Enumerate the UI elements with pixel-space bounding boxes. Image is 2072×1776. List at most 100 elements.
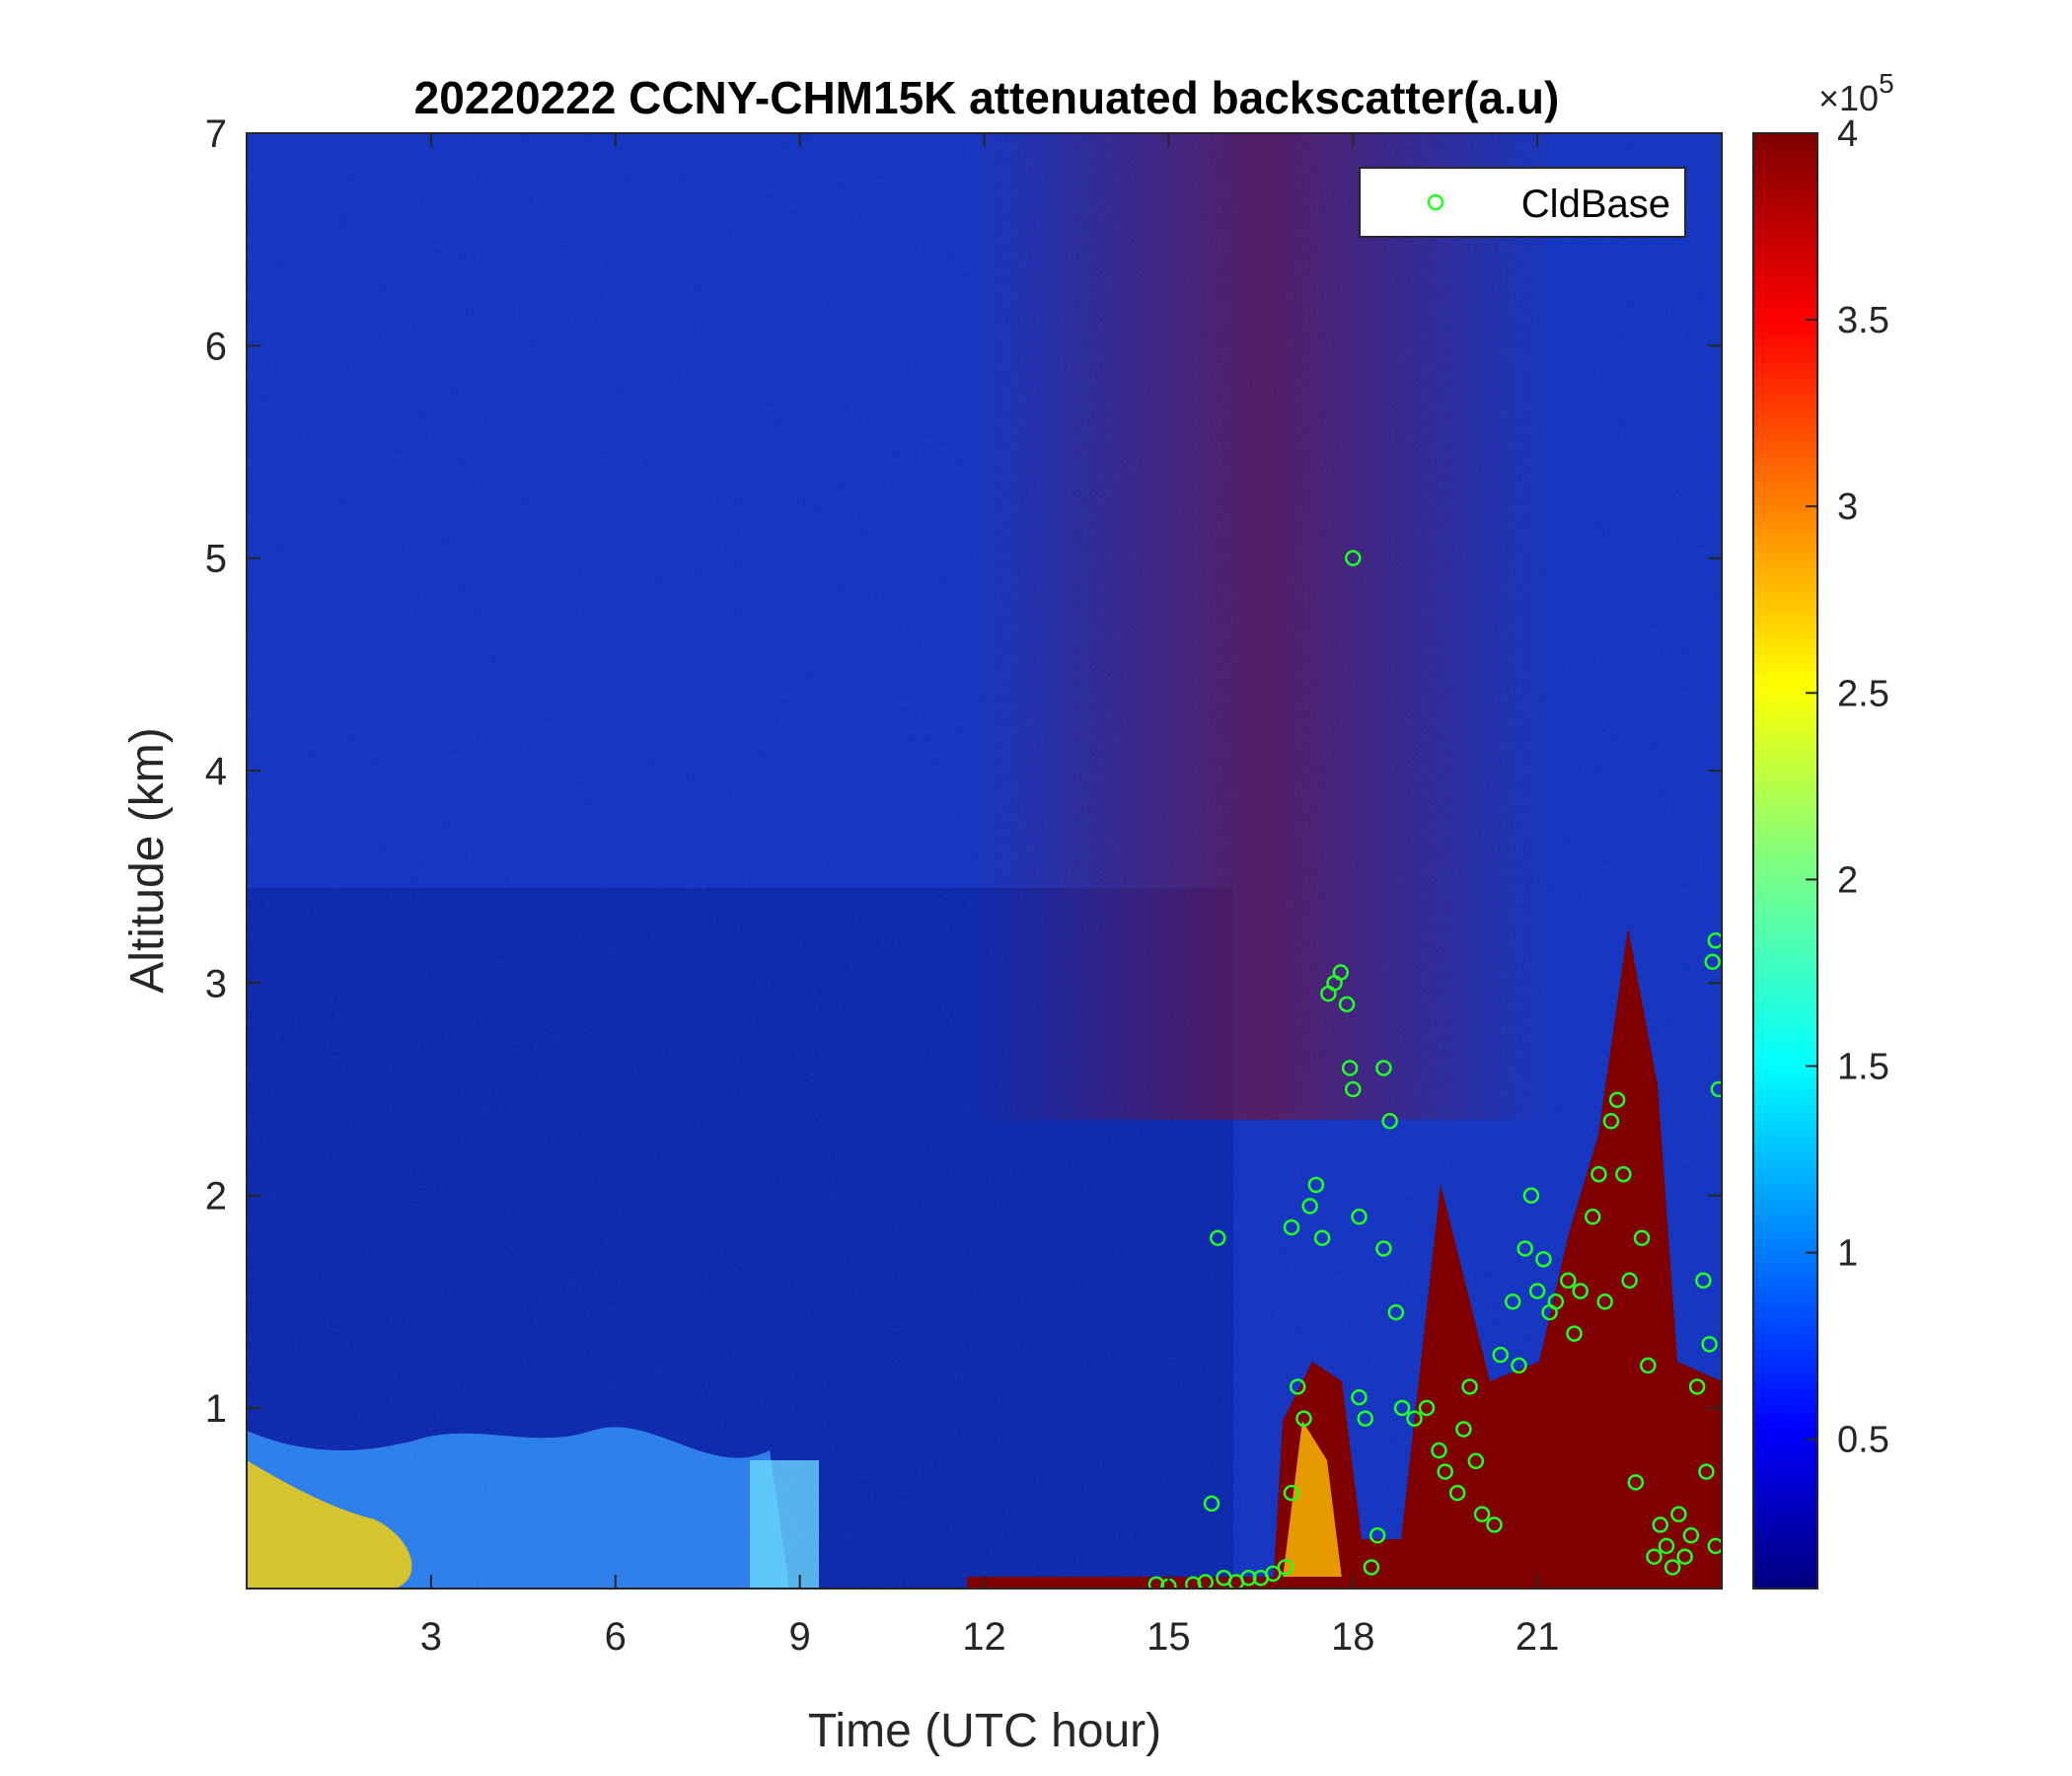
cldbase-point (1670, 1506, 1687, 1522)
cldbase-point (1517, 1240, 1533, 1257)
cldbase-point (1363, 1559, 1380, 1576)
cldbase-point (1652, 1517, 1668, 1533)
y-tick-label: 3 (205, 962, 227, 1005)
x-tick-label: 15 (1147, 1615, 1191, 1659)
colorbar-tick-label: 1.5 (1837, 1047, 1889, 1088)
cldbase-point (1547, 1294, 1565, 1310)
cldbase-point (1707, 1537, 1722, 1555)
cldbase-point (1621, 1272, 1638, 1290)
legend-marker-cldbase (1427, 193, 1444, 211)
cldbase-point (1627, 1474, 1645, 1491)
cldbase-point (1448, 1484, 1466, 1502)
colorbar-tick-label: 2.5 (1837, 673, 1889, 714)
y-tick-label: 7 (205, 112, 227, 156)
cldbase-point (1357, 1410, 1373, 1427)
cldbase-point (1375, 1060, 1392, 1076)
cldbase-point (1608, 1091, 1626, 1108)
cldbase-point (1240, 1569, 1257, 1587)
y-tick-label: 5 (205, 538, 227, 581)
cldbase-point (1704, 953, 1721, 971)
cldbase-point (1467, 1452, 1485, 1470)
cldbase-point (1486, 1517, 1503, 1533)
x-tick-label: 18 (1331, 1615, 1375, 1659)
cldbase-point (1492, 1346, 1509, 1364)
cldbase-point (1596, 1294, 1613, 1310)
cldbase-point (1301, 1198, 1318, 1215)
cldbase-point (1375, 1240, 1392, 1257)
cldbase-point (1345, 550, 1362, 566)
cldbase-point (1209, 1229, 1226, 1246)
y-axis-label: Altitude (km) (121, 727, 174, 993)
cldbase-point (1369, 1526, 1386, 1544)
colorbar-tick-label: 3.5 (1837, 300, 1889, 341)
x-tick-label: 12 (962, 1615, 1006, 1659)
y-tick-label: 1 (205, 1387, 227, 1431)
x-tick-label: 9 (789, 1615, 811, 1659)
colorbar-ticks: 0.5 1 1.5 2 2.5 3 3.5 4 (1806, 113, 1889, 1461)
colorbar-exponent: ×105 (1818, 68, 1894, 118)
cldbase-point (1431, 1442, 1447, 1459)
cldbase-point (1455, 1421, 1472, 1438)
cldbase-point (1197, 1574, 1214, 1589)
cldbase-point (1511, 1357, 1527, 1374)
cldbase-point (1522, 1187, 1540, 1204)
chart-title: 20220222 CCNY-CHM15K attenuated backscat… (414, 72, 1560, 123)
cldbase-point (1584, 1208, 1601, 1225)
heatmap-cloud-region (1273, 927, 1722, 1589)
cldbase-point (1698, 1463, 1715, 1480)
cldbase-point (1351, 1388, 1368, 1406)
cldbase-point (1338, 996, 1356, 1013)
cldbase-point (1295, 1410, 1312, 1427)
x-tick-label: 21 (1516, 1615, 1560, 1659)
colorbar-tick-label: 2 (1837, 859, 1858, 901)
heatmap-aerosol-plume (750, 1460, 819, 1589)
colorbar: 0.5 1 1.5 2 2.5 3 3.5 4 ×105 (1752, 68, 1894, 1590)
cldbase-point (1351, 1208, 1368, 1225)
cldbase-point (1387, 1303, 1405, 1321)
colorbar-exponent-base: ×10 (1818, 78, 1879, 118)
y-tick-label: 2 (205, 1175, 227, 1219)
cldbase-point (1701, 1336, 1718, 1353)
cldbase-point (1710, 1080, 1722, 1098)
colorbar-gradient (1752, 132, 1818, 1590)
colorbar-tick-label: 3 (1837, 486, 1858, 528)
cldbase-point (1332, 964, 1350, 981)
cldbase-point (1277, 1559, 1294, 1576)
cldbase-point (1307, 1176, 1325, 1194)
cldbase-point (1676, 1548, 1693, 1565)
cldbase-point (1203, 1495, 1221, 1513)
y-axis: 1 2 3 4 5 6 7 (205, 112, 1722, 1431)
cldbase-point (1418, 1399, 1436, 1417)
cldbase-point (1615, 1165, 1632, 1183)
cldbase-point (1658, 1537, 1675, 1555)
x-tick-label: 6 (605, 1615, 627, 1659)
cldbase-point (1572, 1283, 1589, 1299)
series-cldbase (1147, 550, 1722, 1589)
cldbase-point (1646, 1548, 1663, 1565)
cldbase-point (1504, 1294, 1521, 1310)
cldbase-point (1602, 1113, 1620, 1130)
cldbase-point (1664, 1559, 1681, 1576)
heatmap-upper-red-haze (967, 133, 1559, 1120)
cldbase-point (1437, 1463, 1453, 1480)
cldbase-point (1591, 1165, 1607, 1183)
cldbase-point (1313, 1229, 1331, 1246)
cldbase-point (1535, 1250, 1552, 1268)
legend-box (1359, 167, 1686, 238)
heatmap-cloud-yellow (1283, 1421, 1342, 1579)
cldbase-point (1707, 932, 1722, 949)
plot-area (247, 133, 1722, 1589)
cldbase-point (1265, 1565, 1282, 1583)
cldbase-point (1393, 1399, 1411, 1417)
x-axis-label: Time (UTC hour) (808, 1705, 1161, 1757)
cldbase-point (1682, 1526, 1700, 1544)
cldbase-point (1283, 1484, 1300, 1502)
cldbase-point (1560, 1272, 1577, 1290)
x-axis: 3 6 9 12 15 18 21 (420, 133, 1560, 1659)
legend: CldBase (1359, 167, 1686, 238)
x-tick-label: 3 (420, 1615, 442, 1659)
cldbase-point (1345, 1080, 1362, 1098)
colorbar-tick-label: 4 (1837, 113, 1858, 155)
y-tick-label: 6 (205, 325, 227, 368)
